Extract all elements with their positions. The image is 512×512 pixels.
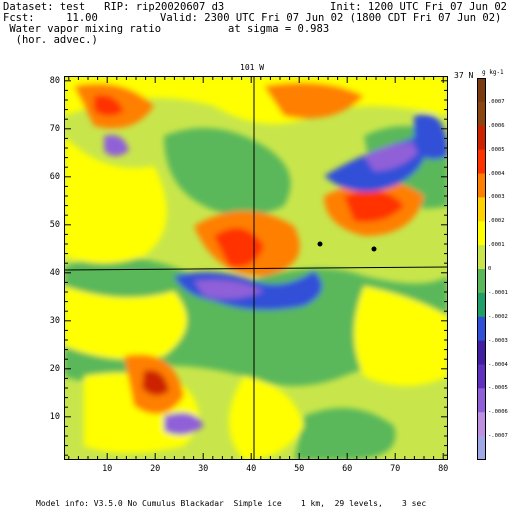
colorbar-swatch xyxy=(477,173,486,198)
colorbar-swatch xyxy=(477,245,486,270)
colorbar-label: .0002 xyxy=(488,218,505,225)
colorbar-label: 0 xyxy=(488,266,492,272)
colorbar-swatch xyxy=(477,388,486,413)
red-region xyxy=(94,95,124,116)
parallel-line xyxy=(64,266,448,271)
green-region xyxy=(164,128,291,216)
x-tick-label: 40 xyxy=(246,464,257,474)
sigma-line: at sigma = 0.983 xyxy=(228,23,330,35)
colorbar-swatch xyxy=(477,436,486,460)
init-line: Init: 1200 UTC Fri 07 Jun 02 xyxy=(330,1,508,13)
parallel-label: 37 N xyxy=(454,71,474,80)
field-title: Water vapor mixing ratio xyxy=(3,23,162,35)
y-tick-label: 30 xyxy=(49,315,60,326)
purple-region xyxy=(164,412,204,435)
purple-region xyxy=(414,114,448,160)
colorbar-swatch xyxy=(477,340,486,365)
meridian-label: 101 W xyxy=(240,63,265,72)
colorbar-swatch xyxy=(477,197,486,222)
colorbar-label: -.0003 xyxy=(488,337,508,344)
y-tick-label: 10 xyxy=(49,411,60,422)
x-tick-label: 50 xyxy=(294,464,305,474)
colorbar-label: -.0002 xyxy=(488,313,508,320)
y-tick-label: 50 xyxy=(49,219,60,230)
colorbar-swatch xyxy=(477,412,486,437)
y-tick-label: 70 xyxy=(49,123,60,134)
y-tick-label: 40 xyxy=(49,267,60,278)
orange-region xyxy=(264,82,364,119)
model-info: Model info: V3.5.0 No Cumulus Blackadar … xyxy=(36,499,427,508)
colorbar-label: .0006 xyxy=(488,122,505,129)
x-tick-label: 10 xyxy=(102,464,113,474)
red-region xyxy=(142,370,169,396)
yellow-region xyxy=(229,376,304,460)
colorbar-swatch xyxy=(477,78,486,103)
x-tick-label: 60 xyxy=(342,464,353,474)
colorbar-swatch xyxy=(477,292,486,318)
plot-frame xyxy=(64,76,448,460)
valid-line: Valid: 2300 UTC Fri 07 Jun 02 (1800 CDT … xyxy=(160,12,502,24)
y-tick-label: 20 xyxy=(49,363,60,374)
colorbar-label: -.0004 xyxy=(488,361,508,368)
colorbar-label: .0007 xyxy=(488,98,505,105)
colorbar-label: .0005 xyxy=(488,146,505,153)
purple-region xyxy=(104,135,129,156)
colorbar-swatch xyxy=(477,149,486,174)
colorbar-swatch xyxy=(477,101,486,127)
colorbar-swatch xyxy=(477,125,486,151)
colorbar-label: -.0001 xyxy=(488,289,508,296)
x-tick-label: 20 xyxy=(150,464,161,474)
yellow-region xyxy=(64,286,187,360)
colorbar-label: .0004 xyxy=(488,170,505,177)
y-tick-label: 80 xyxy=(49,75,60,86)
fcst-line: Fcst: 11.00 xyxy=(3,12,98,24)
station-marker xyxy=(317,241,323,247)
colorbar-label: -.0007 xyxy=(488,433,508,440)
colorbar-label: -.0006 xyxy=(488,409,508,416)
red-region xyxy=(214,228,264,267)
yellow-region xyxy=(354,286,448,386)
yellow-region xyxy=(64,136,167,264)
colorbar-label: .0001 xyxy=(488,242,505,249)
purple-region xyxy=(364,142,424,171)
colorbar-frame xyxy=(477,78,486,460)
colorbar-label: -.0005 xyxy=(488,385,508,392)
yellow-region xyxy=(64,76,448,124)
colorbar-swatch xyxy=(477,221,486,246)
colorbar-label: .0003 xyxy=(488,194,505,201)
colorbar-swatch xyxy=(477,269,486,294)
x-tick-label: 80 xyxy=(438,464,449,474)
purple-region xyxy=(194,279,264,300)
y-tick-label: 60 xyxy=(49,171,60,182)
green-region xyxy=(294,408,396,460)
axis-ticks xyxy=(64,76,448,460)
station-marker xyxy=(371,246,377,252)
colorbar-unit-label: g kg-1 xyxy=(482,69,504,76)
red-region xyxy=(344,190,404,222)
colorbar-swatch xyxy=(477,364,486,389)
mixing-ratio-map xyxy=(64,76,448,460)
advection-note: (hor. advec.) xyxy=(3,34,98,46)
x-tick-label: 30 xyxy=(198,464,209,474)
x-tick-label: 70 xyxy=(390,464,401,474)
dataset-line: Dataset: test RIP: rip20020607 d3 xyxy=(3,1,225,13)
colorbar-swatch xyxy=(477,316,486,342)
colorbar xyxy=(477,78,486,460)
